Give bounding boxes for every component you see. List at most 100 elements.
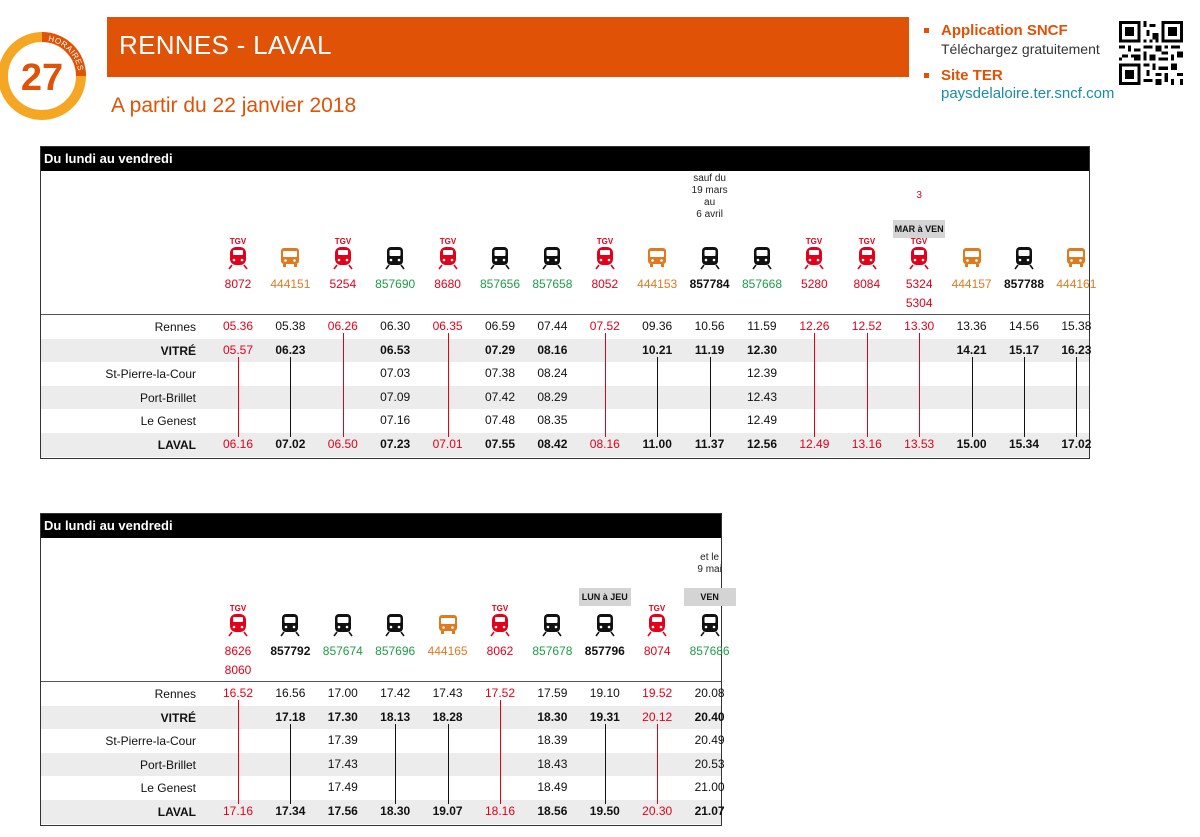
time-cell: 07.16	[380, 413, 411, 428]
bus-icon	[264, 236, 316, 275]
service-number: 857686	[689, 644, 730, 658]
service-note-line: et le	[700, 552, 720, 563]
pass-through-line	[814, 333, 816, 437]
timetable: Du lundi au vendredi Rennes VITRÉ St-Pierre…	[40, 146, 1096, 460]
time-cell: 05.38	[275, 319, 306, 333]
svg-text:TGV: TGV	[335, 237, 352, 246]
time-cell: 14.56	[1008, 319, 1040, 333]
table-row: Rennes	[41, 682, 721, 706]
time-cell: 12.49	[799, 437, 830, 451]
tgv-train-icon: TGV	[474, 603, 526, 642]
train-icon	[369, 603, 421, 642]
pass-through-line	[238, 356, 239, 437]
day-restriction-badge: MAR à VEN	[893, 220, 946, 238]
time-cell: 17.52	[484, 686, 516, 700]
bus-icon	[946, 236, 998, 275]
tgv-train-icon: TGV	[212, 236, 264, 275]
train-icon	[474, 236, 526, 275]
service-number: 5304	[905, 296, 933, 310]
pass-through-line	[657, 356, 659, 437]
service-column: TGV 8072 05.36 05.57 06.16	[212, 147, 264, 460]
time-cell: 13.16	[851, 437, 882, 451]
service-number: 444153	[637, 277, 678, 291]
time-cell: 20.08	[694, 686, 725, 700]
svg-text:TGV: TGV	[911, 237, 928, 246]
station-label: St-Pierre-la-Cour	[105, 734, 196, 749]
time-cell: 17.00	[327, 686, 358, 700]
service-number: 8052	[591, 277, 619, 291]
time-cell: 06.16	[222, 437, 254, 451]
time-cell: 08.35	[537, 413, 568, 428]
time-cell: 15.17	[1008, 342, 1040, 357]
time-cell: 12.26	[799, 319, 830, 333]
pass-through-line	[709, 356, 711, 437]
svg-text:TGV: TGV	[649, 604, 666, 613]
time-cell: 11.37	[694, 437, 725, 451]
time-cell: 18.13	[380, 709, 411, 724]
site-ter-link[interactable]: Site TER paysdelaloire.ter.sncf.com	[922, 67, 1122, 103]
timetable: Du lundi au vendredi Rennes VITRÉ St-Pierre…	[40, 513, 736, 827]
service-number: 857678	[532, 644, 573, 658]
station-label: VITRÉ	[160, 343, 196, 358]
service-column: TGV 5254 06.26 06.50	[317, 147, 369, 460]
time-cell: 19.07	[432, 804, 463, 818]
service-column: 857668 11.59 12.30 12.39 12.43 12.49 12.56	[736, 147, 788, 460]
service-column: et le 9 mai VEN 857686 20.08 20.40 20.49 20.53…	[683, 514, 736, 827]
service-number: 8680	[434, 277, 461, 291]
time-cell: 06.30	[380, 319, 411, 333]
bus-icon	[1050, 236, 1102, 275]
service-number: 8074	[643, 644, 671, 658]
service-number: 857690	[375, 277, 416, 291]
table-row: LAVAL	[41, 800, 721, 824]
service-number: 8062	[486, 644, 514, 658]
service-column: 857678 17.59 18.30 18.39 18.43 18.49 18.56	[526, 514, 578, 827]
table-row: LAVAL	[41, 433, 1089, 457]
service-number: 8084	[853, 277, 881, 291]
time-cell: 18.30	[537, 709, 568, 724]
time-cell: 17.18	[275, 709, 306, 724]
tgv-train-icon: TGV	[893, 236, 945, 275]
svg-text:TGV: TGV	[597, 237, 614, 246]
service-number: 857656	[479, 277, 521, 291]
time-cell: 16.23	[1061, 342, 1092, 357]
tgv-train-icon: TGV	[788, 236, 840, 275]
time-cell: 06.53	[380, 342, 411, 357]
pass-through-line	[1024, 356, 1025, 437]
time-cell: 17.49	[327, 780, 358, 795]
service-number: 857788	[1003, 277, 1045, 291]
service-number: 5254	[329, 277, 357, 291]
tgv-train-icon: TGV	[841, 236, 893, 275]
time-cell: 14.21	[956, 342, 987, 357]
service-column: 857696 17.42 18.13 18.30	[369, 514, 421, 827]
station-label: Port-Brillet	[139, 757, 196, 772]
table-row: Le Genest	[41, 776, 721, 800]
timetable-header: Du lundi au vendredi	[41, 514, 721, 538]
time-cell: 20.53	[694, 756, 725, 771]
station-label: Port-Brillet	[139, 390, 196, 405]
time-cell: 09.36	[642, 319, 673, 333]
time-cell: 08.16	[537, 342, 568, 357]
service-number: 5324	[905, 277, 933, 291]
time-cell: 12.49	[746, 413, 778, 428]
time-cell: 17.56	[327, 804, 358, 818]
time-cell: 07.09	[380, 389, 411, 404]
time-cell: 20.30	[642, 804, 673, 818]
header-divider	[41, 314, 1089, 315]
header-divider	[41, 681, 721, 682]
tgv-train-icon: TGV	[579, 236, 631, 275]
time-cell: 08.29	[537, 389, 568, 404]
link-url: paysdelaloire.ter.sncf.com	[941, 85, 1115, 102]
time-cell: 07.29	[484, 342, 516, 357]
tgv-train-icon: TGV	[212, 603, 264, 642]
station-label: Rennes	[154, 320, 196, 334]
time-cell: 15.00	[956, 437, 987, 451]
service-note-line: 19 mars	[691, 185, 728, 196]
time-cell: 17.39	[327, 733, 358, 748]
time-cell: 12.30	[746, 342, 778, 357]
time-cell: 20.12	[642, 709, 673, 724]
app-sncf-link[interactable]: Application SNCF Téléchargez gratuitemen…	[922, 22, 1122, 58]
service-column: 857674 17.00 17.30 17.39 17.43 17.49 17.56	[317, 514, 369, 827]
time-cell: 13.36	[956, 319, 987, 333]
time-cell: 10.21	[642, 342, 673, 357]
service-number: 857674	[322, 644, 363, 658]
